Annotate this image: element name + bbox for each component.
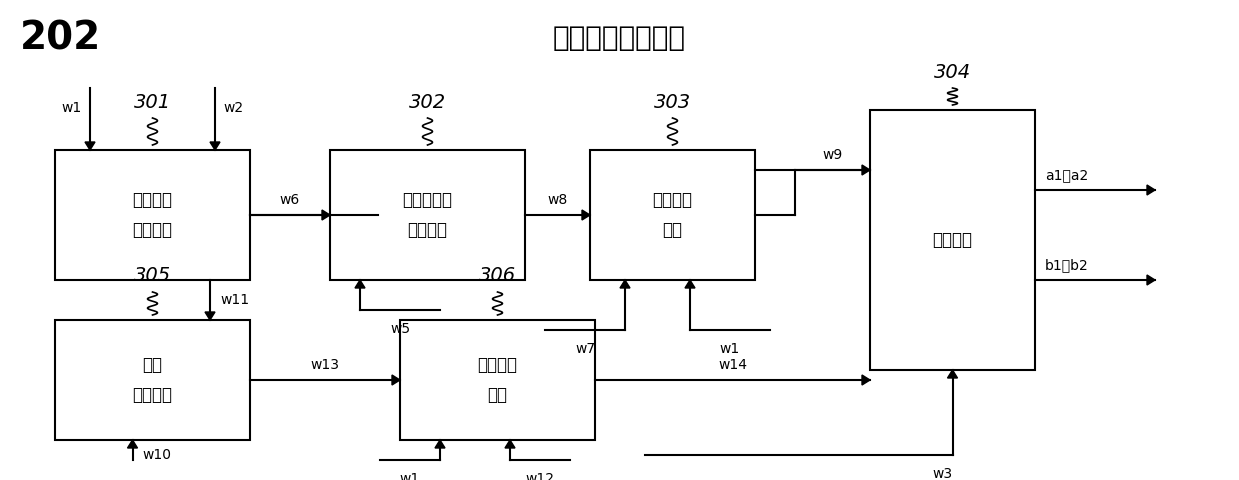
Text: w1: w1 (400, 472, 420, 480)
Text: 305: 305 (134, 266, 171, 285)
Polygon shape (1147, 185, 1155, 195)
Text: w10: w10 (142, 448, 171, 462)
Bar (330, 150, 525, 280)
Polygon shape (322, 210, 330, 220)
Text: 正交幅度控制单元: 正交幅度控制单元 (553, 24, 686, 52)
Text: 串并转换
模块: 串并转换 模块 (653, 192, 693, 239)
Bar (590, 150, 755, 280)
Text: 伪随机序列
生成模块: 伪随机序列 生成模块 (403, 192, 452, 239)
Polygon shape (620, 280, 629, 288)
Polygon shape (209, 142, 221, 150)
Text: w1: w1 (62, 101, 82, 115)
Text: a1或a2: a1或a2 (1044, 168, 1088, 182)
Polygon shape (392, 375, 400, 385)
Polygon shape (204, 312, 216, 320)
Bar (870, 110, 1035, 370)
Text: w14: w14 (717, 358, 747, 372)
Text: w5: w5 (390, 322, 410, 336)
Text: 303: 303 (654, 93, 691, 112)
Text: 映射模块: 映射模块 (933, 231, 973, 249)
Text: w11: w11 (221, 293, 249, 307)
Text: 306: 306 (479, 266, 517, 285)
Text: w1: w1 (720, 342, 740, 356)
Polygon shape (128, 440, 138, 448)
Text: b1或b2: b1或b2 (1044, 258, 1089, 272)
Text: 202: 202 (20, 19, 102, 57)
Text: w12: w12 (525, 472, 555, 480)
Polygon shape (862, 165, 870, 175)
Bar (55, 320, 250, 440)
Polygon shape (85, 142, 95, 150)
Text: 301: 301 (134, 93, 171, 112)
Polygon shape (356, 280, 366, 288)
Polygon shape (862, 375, 870, 385)
Text: w2: w2 (223, 101, 243, 115)
Text: w9: w9 (823, 148, 843, 162)
Polygon shape (582, 210, 590, 220)
Text: w3: w3 (933, 467, 953, 480)
Text: w8: w8 (548, 193, 567, 207)
Polygon shape (685, 280, 695, 288)
Text: 存储
控制模块: 存储 控制模块 (133, 356, 172, 404)
Text: w7: w7 (575, 342, 595, 356)
Polygon shape (948, 370, 958, 378)
Text: 基带速率
控制模块: 基带速率 控制模块 (133, 192, 172, 239)
Text: w13: w13 (311, 358, 339, 372)
Text: 302: 302 (409, 93, 446, 112)
Text: w6: w6 (280, 193, 300, 207)
Polygon shape (506, 440, 515, 448)
Bar (55, 150, 250, 280)
Bar (400, 320, 595, 440)
Text: 304: 304 (934, 63, 971, 82)
Text: 位宽转换
模块: 位宽转换 模块 (477, 356, 518, 404)
Polygon shape (435, 440, 445, 448)
Polygon shape (1147, 275, 1155, 285)
